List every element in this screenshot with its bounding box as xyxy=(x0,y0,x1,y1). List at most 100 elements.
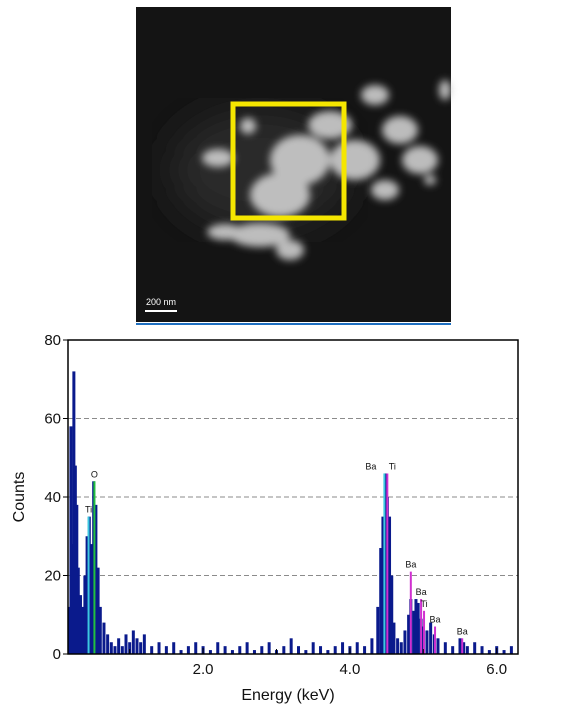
spectrum-bar xyxy=(238,646,242,654)
y-tick-label: 60 xyxy=(44,411,61,428)
spectrum-bar xyxy=(392,622,396,654)
spectrum-bar xyxy=(311,642,315,654)
spectrum-bar xyxy=(135,638,139,654)
spectrum-bar xyxy=(230,650,234,654)
spectrum-bar xyxy=(102,622,106,654)
spectrum-bar xyxy=(89,544,93,654)
spectrum-bar xyxy=(412,610,416,654)
spectrum-bar xyxy=(76,567,80,654)
peak-label: Ba xyxy=(405,560,416,570)
spectrum-bar xyxy=(333,646,337,654)
spectrum-bar xyxy=(370,638,374,654)
spectrum-bar xyxy=(388,516,392,654)
x-axis-label: Energy (keV) xyxy=(241,687,334,704)
spectrum-bar xyxy=(96,567,100,654)
peak-label: Ba xyxy=(430,615,441,625)
spectrum-bar xyxy=(379,548,383,654)
spectrum-bar xyxy=(425,630,429,654)
spectrum-bar xyxy=(403,630,407,654)
spectrum-bar xyxy=(407,614,411,654)
spectrum-bar xyxy=(451,646,455,654)
spectrum-bar xyxy=(282,646,286,654)
spectrum-bar xyxy=(381,516,385,654)
spectrum-bar xyxy=(289,638,293,654)
spectrum-bar xyxy=(487,650,491,654)
spectrum-bar xyxy=(94,504,98,654)
spectrum-bar xyxy=(436,638,440,654)
spectrum-bar xyxy=(109,642,113,654)
spectrum-bar xyxy=(473,642,477,654)
spectrum-bar xyxy=(124,634,128,654)
spectrum-bar xyxy=(326,650,330,654)
spectrum-bar xyxy=(194,642,198,654)
spectrum-bar xyxy=(120,646,124,654)
y-tick-label: 40 xyxy=(44,489,61,506)
x-tick-label: 4.0 xyxy=(339,661,360,678)
peak-label: O xyxy=(91,469,98,479)
spectrum-bar xyxy=(341,642,345,654)
x-tick-label: 2.0 xyxy=(193,661,214,678)
x-tick-label: 6.0 xyxy=(486,661,507,678)
spectrum-bar xyxy=(106,634,110,654)
spectrum-bar xyxy=(429,622,433,654)
spectrum-bar xyxy=(355,642,359,654)
spectrum-bar xyxy=(186,646,190,654)
spectrum-bar xyxy=(363,646,367,654)
spectrum-bar xyxy=(319,646,323,654)
spectrum-bar xyxy=(267,642,271,654)
spectrum-bar xyxy=(252,650,256,654)
spectrum-bar xyxy=(414,599,418,654)
spectrum-bar xyxy=(83,575,87,654)
spectrum-bar xyxy=(480,646,484,654)
spectrum-bar xyxy=(81,606,85,654)
spectrum-bar xyxy=(69,426,73,654)
peak-label: Ba xyxy=(365,461,376,471)
spectrum-bar xyxy=(509,646,513,654)
spectrum-bar xyxy=(458,638,462,654)
spectrum-bar xyxy=(117,638,121,654)
spectrum-bar xyxy=(443,642,447,654)
spectrum-bar xyxy=(396,638,400,654)
spectrum-bar xyxy=(462,642,466,654)
peak-label: Ba xyxy=(416,587,427,597)
spectrum-bar xyxy=(98,606,102,654)
spectrum-bar xyxy=(172,642,176,654)
spectrum-bar xyxy=(208,650,212,654)
spectrum-bar xyxy=(113,646,117,654)
spectrum-bar xyxy=(390,575,394,654)
y-tick-label: 80 xyxy=(44,332,61,349)
spectrum-bar xyxy=(223,646,227,654)
scale-bar-label: 200 nm xyxy=(146,297,176,307)
spectrum-bar xyxy=(128,642,132,654)
y-axis-label: Counts xyxy=(11,472,28,523)
spectrum-bar xyxy=(297,646,301,654)
spectrum-bar xyxy=(78,595,82,654)
spectrum-bar xyxy=(399,642,403,654)
spectrum-bar xyxy=(260,646,264,654)
peak-label: Ti xyxy=(389,461,396,471)
spectrum-bar xyxy=(85,536,89,654)
spectrum-bar xyxy=(376,606,380,654)
spectrum-bar xyxy=(502,650,506,654)
spectrum-bar xyxy=(416,602,420,654)
peak-label: Ba xyxy=(457,626,468,636)
peak-label: Ti xyxy=(420,599,427,609)
spectrum-bar xyxy=(304,650,308,654)
spectrum-bar xyxy=(157,642,161,654)
spectrum-bar xyxy=(465,646,469,654)
spectrum-bar xyxy=(131,630,135,654)
spectrum-bar xyxy=(142,634,146,654)
spectrum-bar xyxy=(216,642,220,654)
spectrum-bar xyxy=(179,650,183,654)
micrograph: 200 nm xyxy=(136,7,451,325)
y-tick-label: 20 xyxy=(44,568,61,585)
spectrum-bar xyxy=(245,642,249,654)
spectrum-bar xyxy=(150,646,154,654)
spectrum-bar xyxy=(164,646,168,654)
y-tick-label: 0 xyxy=(53,646,61,663)
spectrum-bar xyxy=(139,642,143,654)
peak-label: Ti xyxy=(85,505,92,515)
